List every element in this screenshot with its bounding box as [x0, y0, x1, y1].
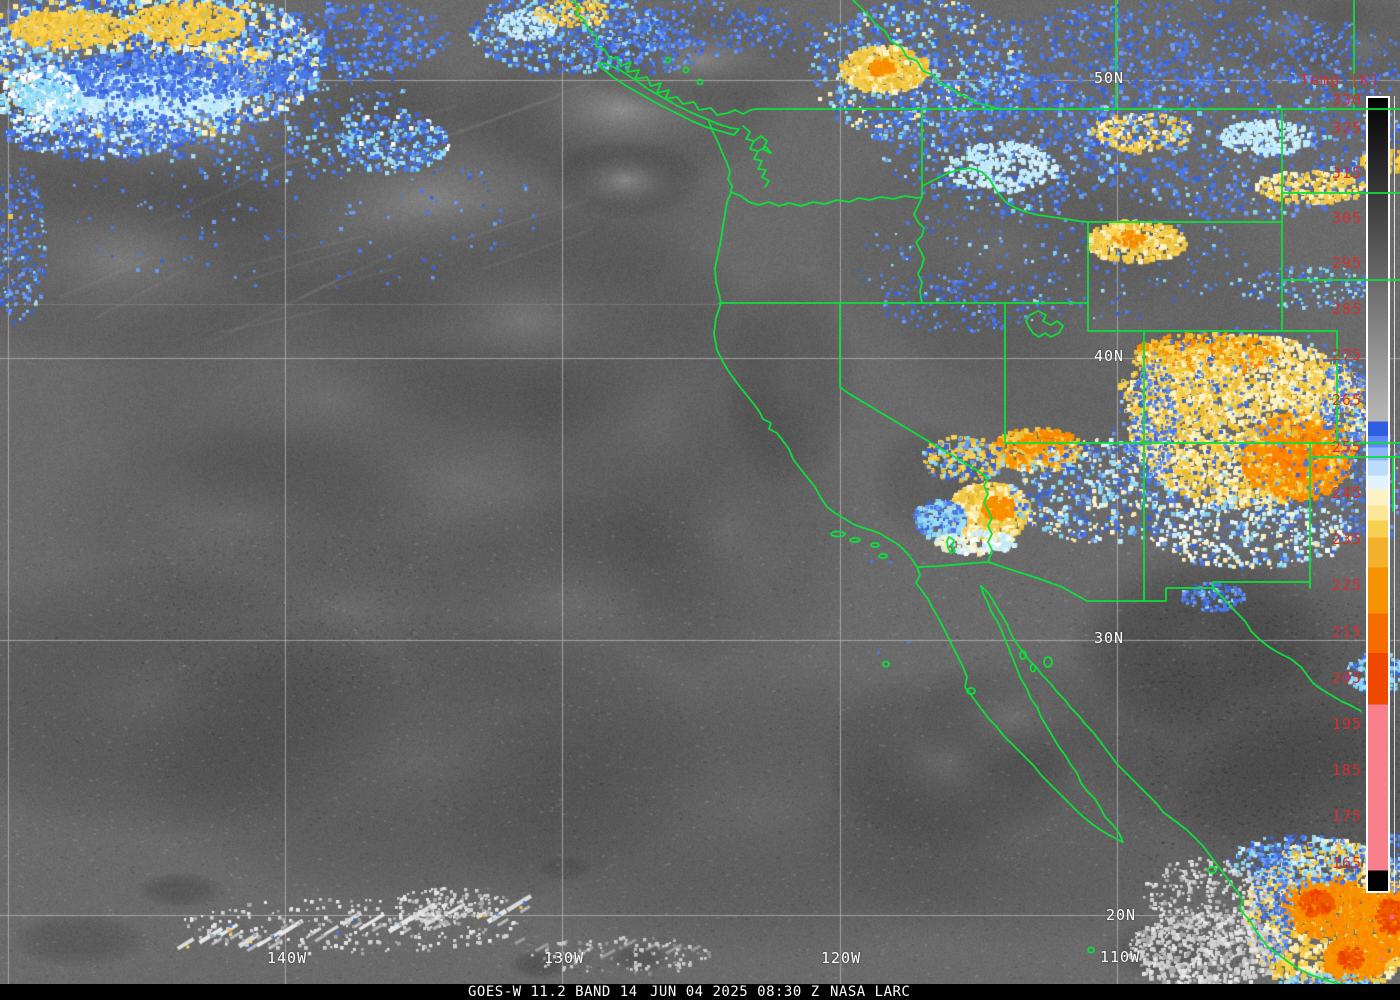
colorbar-tick: 175 [1331, 807, 1362, 825]
grid-label: 50N [1094, 69, 1125, 87]
colorbar-tick: 235 [1331, 530, 1362, 548]
grid-label: 40N [1094, 347, 1125, 365]
status-bar: GOES-W 11.2 BAND 14 JUN 04 2025 08:30 Z … [0, 984, 1400, 1000]
colorbar-tick: 165 [1331, 854, 1362, 872]
satellite-band-label: GOES-W 11.2 BAND 14 [468, 984, 638, 1000]
timestamp-label: JUN 04 2025 08:30 Z [650, 984, 820, 1000]
grid-label: 130W [544, 949, 585, 967]
grid-label: 110W [1100, 948, 1141, 966]
grid-label: 20N [1106, 906, 1137, 924]
colorbar-tick: 325 [1331, 119, 1362, 137]
colorbar-tick: 195 [1331, 715, 1362, 733]
colorbar-tick: 205 [1331, 669, 1362, 687]
temperature-colorbar [1366, 96, 1390, 893]
grid-label: 120W [821, 949, 862, 967]
colorbar-tick: 255 [1331, 438, 1362, 456]
colorbar-tick: 285 [1331, 300, 1362, 318]
colorbar-tick: 185 [1331, 761, 1362, 779]
source-label: NASA LARC [830, 984, 911, 1000]
colorbar-tick: 315 [1331, 164, 1362, 182]
colorbar-tick: 225 [1331, 576, 1362, 594]
colorbar-outer-line [1394, 96, 1395, 893]
colorbar-tick: 330 [1331, 91, 1362, 109]
colorbar-tick: 245 [1331, 484, 1362, 502]
colorbar-tick: 275 [1331, 346, 1362, 364]
colorbar-tick: 215 [1331, 623, 1362, 641]
colorbar-tick: 305 [1331, 209, 1362, 227]
colorbar-title: Temp [K] [1300, 71, 1381, 89]
grid-label: 140W [267, 949, 308, 967]
colorbar-tick: 265 [1331, 391, 1362, 409]
colorbar-tick: 295 [1331, 254, 1362, 272]
grid-label: 30N [1094, 629, 1125, 647]
